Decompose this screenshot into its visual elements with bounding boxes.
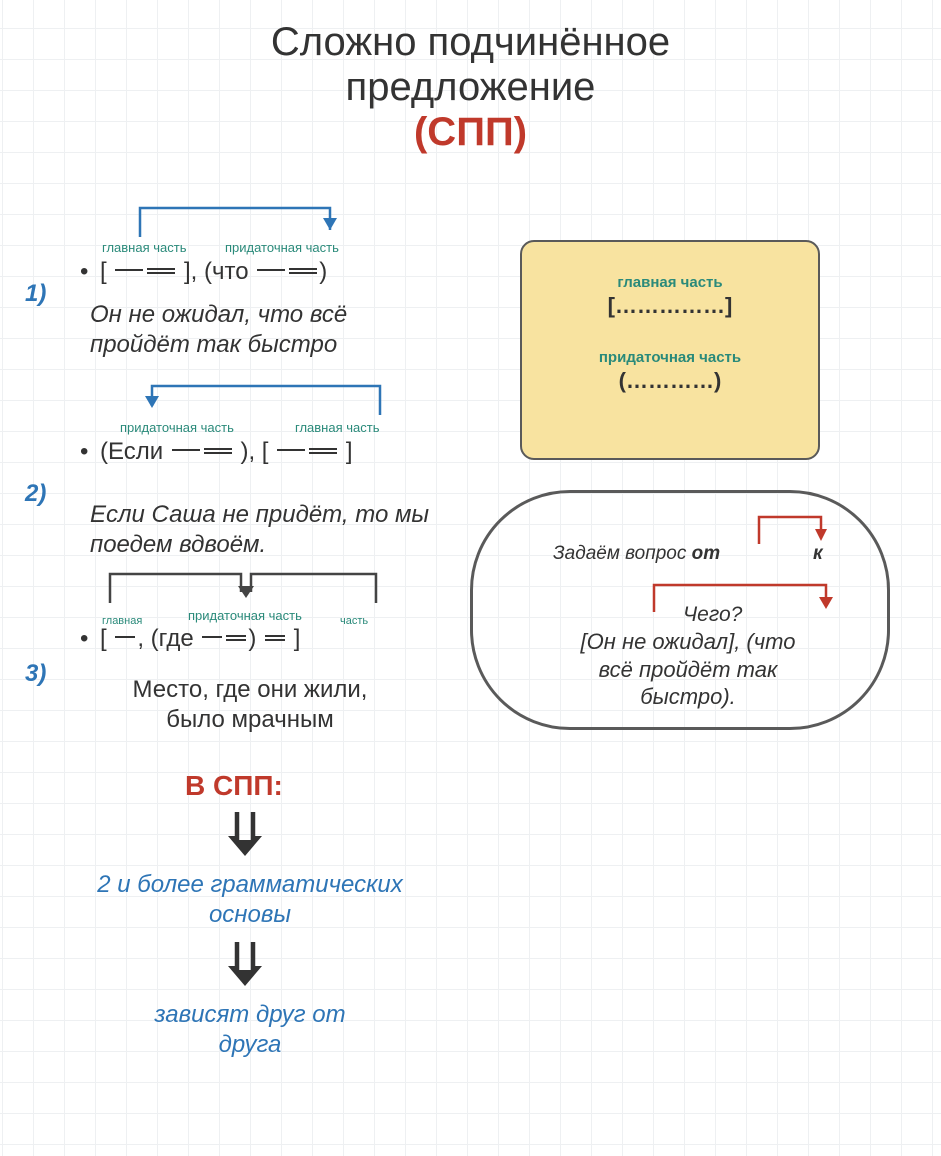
oval-to: к — [813, 543, 823, 565]
oval-qword: Чего? — [683, 603, 742, 627]
schema-3-close: ] — [287, 625, 300, 652]
schema-3: [ , (где ) ] — [100, 625, 300, 653]
schema-1-open: [ — [100, 258, 113, 285]
number-2: 2) — [25, 480, 46, 508]
annot-2-sub: придаточная часть — [120, 420, 234, 435]
yellow-legend-box: главная часть [……………] придаточная часть … — [520, 240, 820, 460]
title-line-1: Сложно подчинённое — [0, 20, 941, 65]
title-line-2: предложение — [0, 65, 941, 110]
ybox-sub-bracket: (…………) — [542, 368, 798, 394]
oval-question-line: Задаём вопрос от — [553, 543, 720, 565]
bullet-2: • — [80, 438, 88, 466]
title-abbrev: (СПП) — [0, 110, 941, 155]
ybox-main-label: главная часть — [542, 274, 798, 291]
schema-3-mid: ) — [248, 625, 263, 652]
example-3-l2: было мрачным — [166, 706, 333, 733]
oval-from: от — [692, 543, 721, 564]
arrow-schema-2 — [140, 380, 390, 420]
example-3-l1: Место, где они жили, — [133, 676, 368, 703]
example-1: Он не ожидал, что всё пройдёт так быстро — [90, 300, 430, 360]
annot-3-main-r: часть — [340, 615, 368, 627]
annot-1-main: главная часть — [102, 240, 186, 255]
example-3: Место, где они жили, было мрачным — [100, 675, 400, 735]
oval-ex-l3: быстро). — [640, 684, 736, 709]
double-arrow-2-icon — [225, 940, 265, 990]
schema-1-mid: ], (что — [177, 258, 255, 285]
schema-3-open: [ — [100, 625, 113, 652]
schema-3-comma: , (где — [137, 625, 200, 652]
oval-question-box: Задаём вопрос от к Чего? [Он не ожидал],… — [470, 490, 890, 730]
annot-2-main: главная часть — [295, 420, 379, 435]
oval-ex-l1: [Он не ожидал], (что — [581, 629, 796, 654]
arrow-ot-k — [753, 511, 833, 546]
oval-example: [Он не ожидал], (что всё пройдёт так быс… — [528, 628, 848, 711]
schema-2-mid: ), [ — [234, 438, 275, 465]
schema-2-open: (Если — [100, 438, 170, 465]
arrow-example-red — [648, 579, 838, 614]
schema-2: (Если ), [ ] — [100, 438, 353, 466]
schema-2-close: ] — [339, 438, 352, 465]
arrow-schema-3 — [96, 568, 396, 608]
bottom-head: В СПП: — [185, 770, 283, 802]
title-block: Сложно подчинённое предложение (СПП) — [0, 20, 941, 155]
ybox-main-bracket: [……………] — [542, 293, 798, 319]
ybox-sub-label: придаточная часть — [542, 349, 798, 366]
number-3: 3) — [25, 660, 46, 688]
bottom-line-1: 2 и более грамматических основы — [90, 870, 410, 930]
oval-ex-l2: всё пройдёт так — [599, 657, 778, 682]
annot-1-sub: придаточная часть — [225, 240, 339, 255]
schema-1-close: ) — [319, 258, 327, 285]
bullet-3: • — [80, 625, 88, 653]
schema-1: [ ], (что ) — [100, 258, 327, 286]
bullet-1: • — [80, 258, 88, 286]
bottom-line-2: зависят друг от друга — [120, 1000, 380, 1060]
double-arrow-1-icon — [225, 810, 265, 860]
oval-prefix: Задаём вопрос — [553, 543, 692, 564]
example-2: Если Саша не придёт, то мы поедем вдвоём… — [90, 500, 430, 560]
arrow-schema-1 — [130, 202, 340, 240]
annot-3-sub: придаточная часть — [188, 608, 302, 623]
number-1: 1) — [25, 280, 46, 308]
